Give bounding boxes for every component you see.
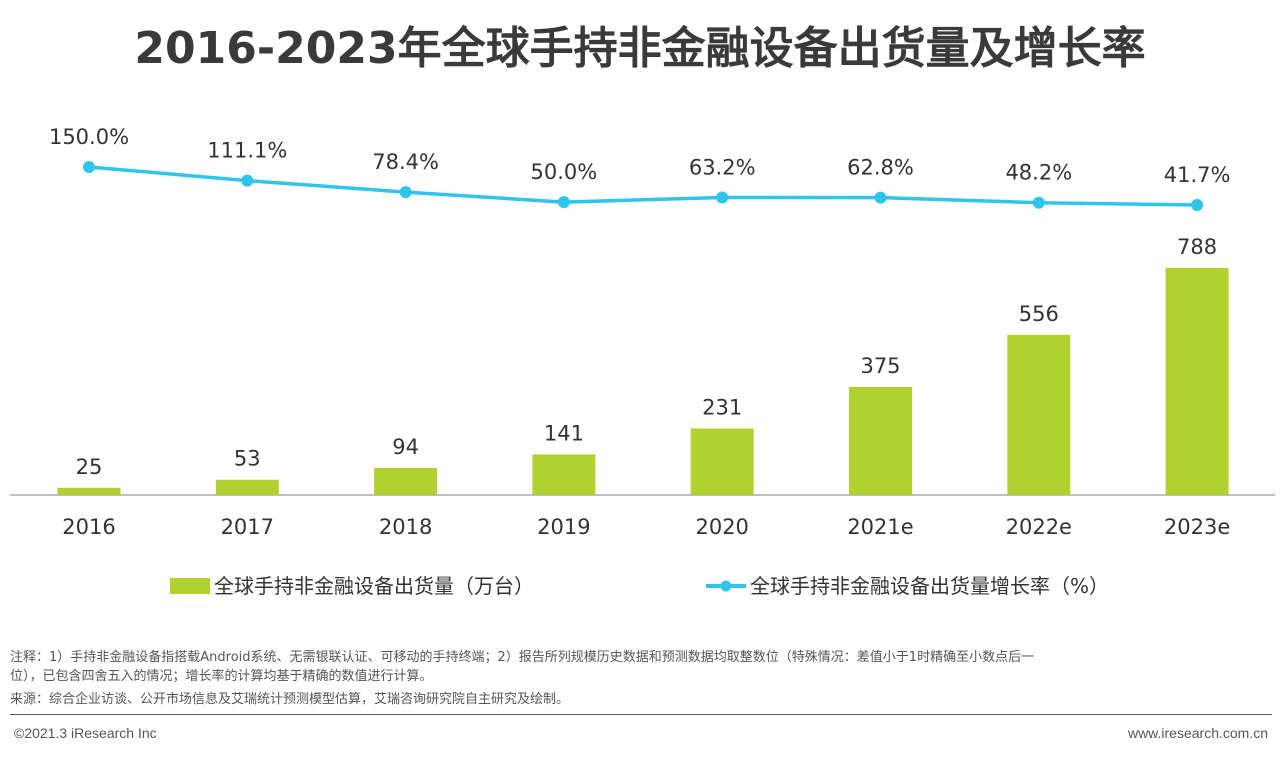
bar-value-label: 375 [860, 354, 900, 378]
legend-label-bar: 全球手持非金融设备出货量（万台） [214, 574, 534, 598]
bar-value-label: 53 [234, 447, 261, 471]
note-line-2: 位），已包含四舍五入的情况；增长率的计算均基于精确的数值进行计算。 [10, 669, 433, 684]
growth-rate-point-2020 [716, 191, 729, 204]
x-tick-label: 2020 [695, 515, 748, 539]
growth-rate-point-2023e [1191, 199, 1204, 211]
website-link[interactable]: www.iresearch.com.cn [1127, 725, 1268, 741]
bar-value-label: 231 [702, 395, 742, 419]
bar-2023e [1165, 268, 1229, 495]
x-tick-label: 2022e [1006, 515, 1072, 539]
x-tick-label: 2017 [221, 515, 274, 539]
growth-rate-label: 50.0% [531, 160, 598, 184]
growth-rate-point-2019 [557, 196, 570, 209]
bar-value-label: 25 [76, 455, 103, 479]
x-tick-label: 2018 [379, 515, 432, 539]
bar-2020 [690, 428, 754, 495]
bar-2018 [374, 467, 438, 495]
chart: 25 2016 53 2017 94 2018 141 2019 231 2020 375 2021e… [10, 125, 1275, 598]
growth-rate-point-2016 [83, 161, 95, 173]
bar-2019 [532, 454, 596, 495]
note-line-1: 注释：1）手持非金融设备指搭载Android系统、无需银联认证、可移动的手持终端… [10, 650, 1035, 665]
growth-rate-point-2018 [399, 186, 412, 199]
growth-rate-point-2017 [241, 174, 254, 187]
bar-value-label: 94 [392, 435, 419, 459]
bar-2017 [215, 479, 279, 495]
growth-rate-label: 63.2% [689, 155, 756, 179]
bar-value-label: 556 [1019, 302, 1059, 326]
bar-2022e [1007, 334, 1071, 495]
growth-rate-point-2022e [1032, 196, 1045, 209]
bar-2016 [57, 487, 121, 495]
growth-rate-label: 62.8% [847, 156, 914, 180]
growth-rate-label: 48.2% [1005, 161, 1072, 185]
bar-2021e [849, 386, 912, 495]
x-tick-label: 2019 [537, 515, 590, 539]
growth-rate-point-2021e [874, 191, 887, 204]
chart-title: 2016-2023年全球手持非金融设备出货量及增长率 [134, 23, 1146, 74]
source-line: 来源：综合企业访谈、公开市场信息及艾瑞统计预测模型估算，艾瑞咨询研究院自主研究及… [10, 692, 570, 707]
bar-value-label: 788 [1177, 235, 1217, 259]
legend-label-line: 全球手持非金融设备出货量增长率（%） [750, 574, 1109, 598]
x-tick-label: 2021e [847, 515, 913, 539]
growth-rate-line [88, 165, 1198, 207]
legend-swatch-bar [170, 578, 210, 594]
growth-rate-label: 111.1% [207, 139, 287, 163]
x-tick-label: 2023e [1164, 515, 1230, 539]
footer-divider [10, 714, 1272, 715]
growth-rate-label: 78.4% [372, 150, 439, 174]
copyright: ©2021.3 iResearch Inc [14, 725, 157, 741]
growth-rate-label: 41.7% [1164, 163, 1231, 187]
bar-value-label: 141 [544, 421, 584, 445]
legend-swatch-marker [720, 580, 732, 592]
x-tick-label: 2016 [62, 515, 115, 539]
growth-rate-label: 150.0% [49, 125, 129, 149]
